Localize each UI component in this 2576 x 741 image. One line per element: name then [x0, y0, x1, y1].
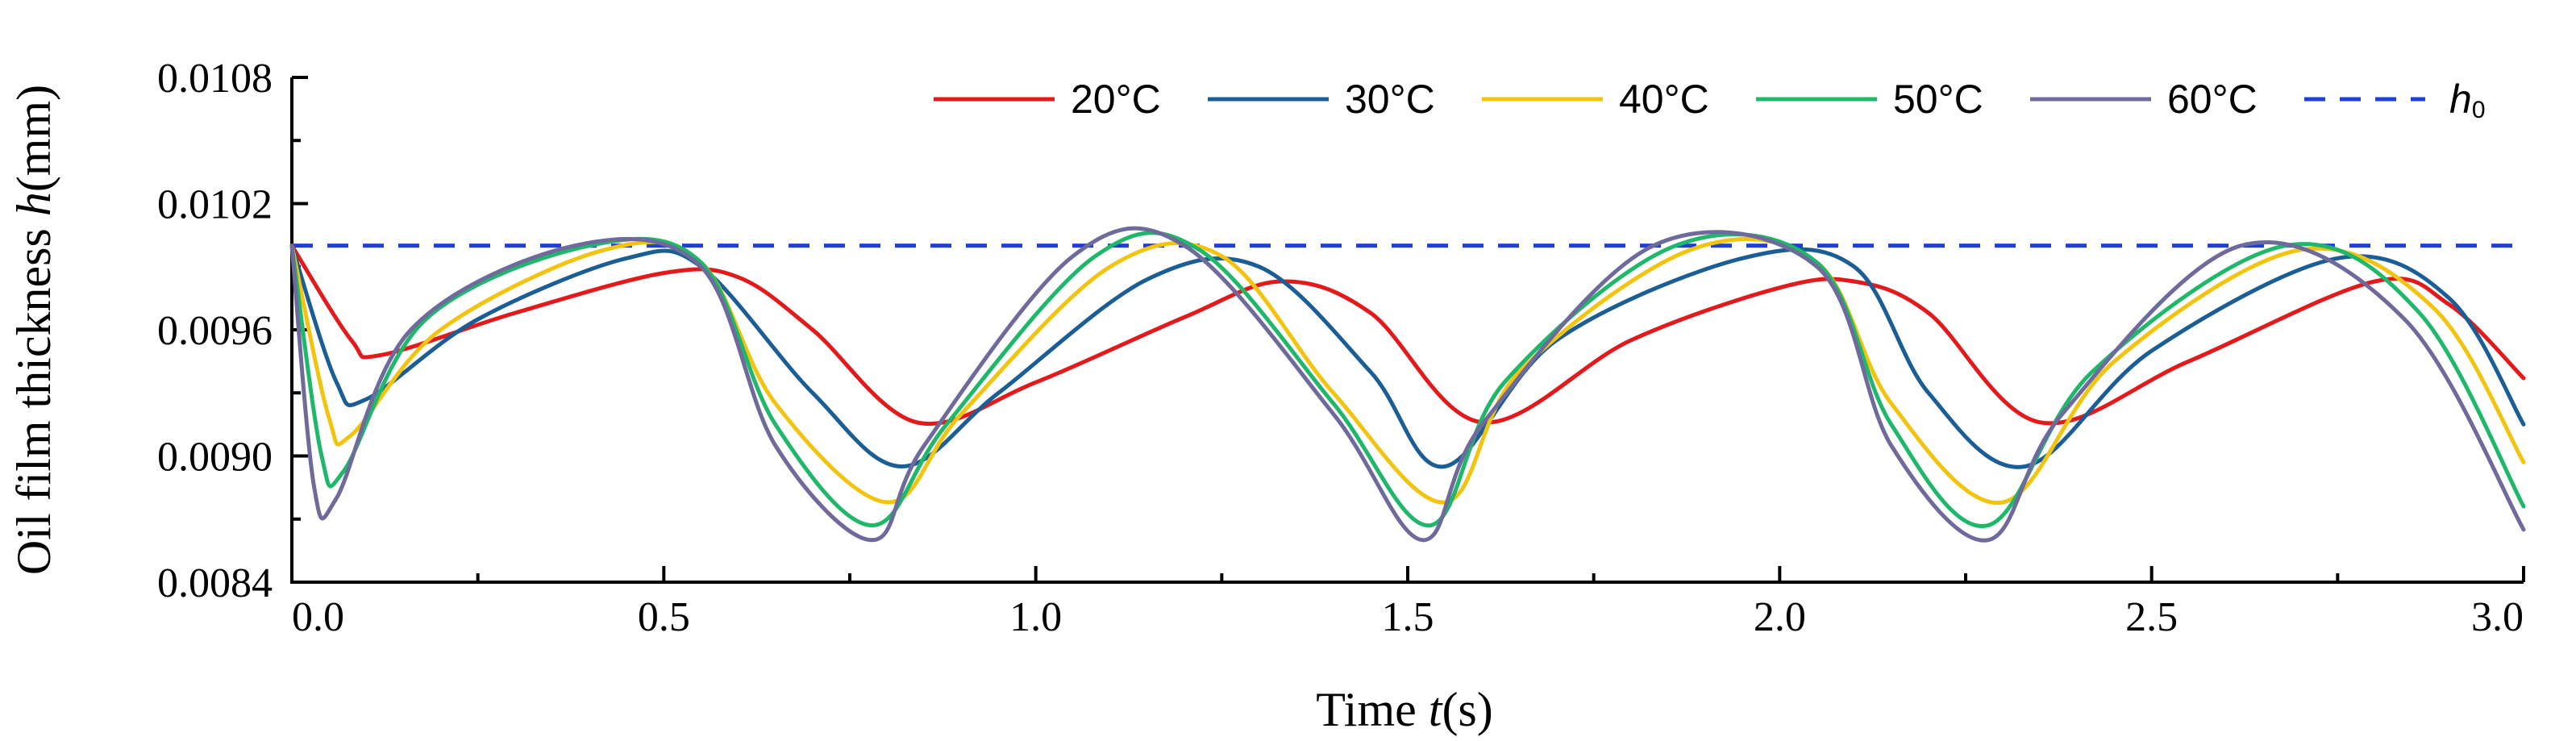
series-line-2	[289, 244, 2526, 469]
x-axis-title: Time t(s)	[1316, 683, 1493, 736]
legend: 20°C 30°C 40°C 50°C 60°C h0	[934, 77, 2486, 123]
x-tick-label: 2.0	[1754, 594, 1806, 640]
series-line-1	[289, 244, 2526, 427]
y-tick-label: 0.0102	[157, 182, 273, 228]
x-tick-label: 0.5	[638, 594, 690, 640]
y-ticks: 0.0084 0.0090 0.0096 0.0102 0.0108	[157, 56, 308, 606]
y-tick-label: 0.0084	[157, 560, 273, 606]
legend-label: 60°C	[2167, 77, 2258, 122]
x-tick-label: 2.5	[2125, 594, 2178, 640]
legend-label: 30°C	[1345, 77, 1435, 122]
y-axis-title: Oil film thickness h(mm)	[7, 85, 60, 575]
legend-label: 50°C	[1893, 77, 1983, 122]
series-line-3	[289, 237, 2526, 505]
legend-label: 20°C	[1071, 77, 1161, 122]
legend-label: 40°C	[1619, 77, 1709, 122]
series-group	[289, 226, 2526, 543]
y-tick-label: 0.0108	[157, 56, 273, 102]
series-line-5	[289, 226, 2526, 543]
x-tick-label: 1.5	[1382, 594, 1434, 640]
x-tick-label: 3.0	[2471, 594, 2524, 640]
x-tick-label: 0.0	[292, 594, 344, 640]
y-tick-label: 0.0090	[157, 435, 273, 481]
x-ticks: 0.0 0.5 1.0 1.5 2.0 2.5 3.0	[290, 566, 2525, 640]
series-line-4	[289, 231, 2526, 529]
y-tick-label: 0.0096	[157, 308, 273, 354]
legend-label-h0: h0	[2449, 77, 2486, 123]
x-tick-label: 1.0	[1009, 594, 1062, 640]
